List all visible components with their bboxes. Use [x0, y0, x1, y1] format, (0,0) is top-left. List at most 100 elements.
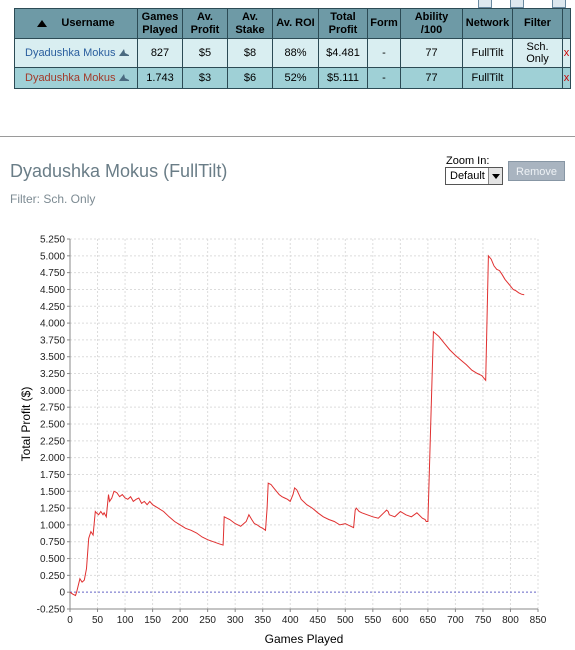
- chevron-down-icon[interactable]: [488, 168, 502, 184]
- games-played-cell: 1.743: [137, 67, 183, 89]
- total-profit-cell: $5.111: [318, 67, 368, 89]
- col-av-profit[interactable]: Av. Profit: [182, 8, 228, 39]
- total-profit-cell: $4.481: [318, 38, 368, 68]
- col-form[interactable]: Form: [367, 8, 401, 39]
- y-tick-label: 1.000: [40, 520, 65, 531]
- filter-cell: [512, 67, 563, 89]
- username-cell[interactable]: Dyadushka Mokus: [14, 38, 138, 68]
- username-link[interactable]: Dyadushka Mokus: [25, 72, 116, 84]
- username-cell[interactable]: Dyadushka Mokus: [14, 67, 138, 89]
- network-cell: FullTilt: [462, 67, 513, 89]
- x-tick-label: 150: [144, 615, 161, 626]
- y-tick-label: 3.000: [40, 386, 65, 397]
- filter-label: Filter: Sch. Only: [10, 192, 96, 206]
- form-cell: -: [367, 38, 401, 68]
- profit-chart: 5.250 5.000 4.750 4.500 4.250 4.000 3.750 3.500…: [19, 235, 547, 647]
- av-profit-cell: $5: [182, 38, 228, 68]
- col-av-stake[interactable]: Av. Stake: [227, 8, 273, 39]
- username-link[interactable]: Dyadushka Mokus: [25, 47, 116, 59]
- y-tick-label: 4.500: [40, 285, 65, 296]
- av-stake-cell: $8: [227, 38, 273, 68]
- y-tick-label: 4.250: [40, 302, 65, 313]
- col-av-roi[interactable]: Av. ROI: [272, 8, 319, 39]
- y-tick-label: 4.750: [40, 268, 65, 279]
- col-games-played[interactable]: Games Played: [137, 8, 183, 39]
- y-tick-label: 0.500: [40, 554, 65, 565]
- x-tick-label: 300: [227, 615, 244, 626]
- y-tick-label: 0.250: [40, 571, 65, 582]
- y-tick-label: 0: [59, 588, 65, 599]
- x-tick-label: 500: [337, 615, 354, 626]
- x-tick-label: 450: [309, 615, 326, 626]
- page-title: Dyadushka Mokus (FullTilt): [10, 161, 228, 181]
- sort-up-arrow-icon[interactable]: [37, 19, 48, 27]
- y-tick-label: 3.500: [40, 352, 65, 363]
- x-tick-label: 850: [530, 615, 547, 626]
- y-axis-label: Total Profit ($): [19, 387, 33, 462]
- col-remove: [562, 8, 571, 39]
- x-axis-label: Games Played: [265, 632, 344, 646]
- x-axis-ticks: 0 50 100 150 200 250 300 350 400 450 500 550 600 650 7…: [67, 609, 547, 626]
- shark-icon: [118, 49, 129, 57]
- x-tick-label: 400: [282, 615, 299, 626]
- y-tick-label: 2.250: [40, 436, 65, 447]
- y-tick-label: 2.500: [40, 420, 65, 431]
- table-row[interactable]: Dyadushka Mokus 1.743 $3 $6 52% $5.111 -…: [14, 67, 571, 89]
- col-total-profit[interactable]: Total Profit: [318, 8, 368, 39]
- y-tick-label: 1.750: [40, 470, 65, 481]
- series-line-profit: [69, 254, 525, 597]
- y-tick-label: 5.000: [40, 251, 65, 262]
- print-icon[interactable]: [510, 0, 524, 8]
- x-tick-label: 250: [199, 615, 216, 626]
- x-tick-label: 350: [254, 615, 271, 626]
- x-tick-label: 600: [392, 615, 409, 626]
- filter-cell: Sch. Only: [512, 38, 563, 68]
- zoom-select[interactable]: Default: [445, 167, 503, 185]
- x-tick-label: 0: [67, 615, 73, 626]
- remove-button[interactable]: Remove: [508, 161, 565, 181]
- x-tick-label: 750: [475, 615, 492, 626]
- x-tick-label: 200: [172, 615, 189, 626]
- col-ability[interactable]: Ability /100: [400, 8, 463, 39]
- y-tick-label: 3.750: [40, 335, 65, 346]
- x-tick-label: 550: [364, 615, 381, 626]
- ability-cell: 77: [400, 67, 463, 89]
- y-tick-label: 2.750: [40, 403, 65, 414]
- av-profit-cell: $3: [182, 67, 228, 89]
- y-tick-label: 1.500: [40, 487, 65, 498]
- y-tick-label: 5.250: [40, 235, 65, 246]
- shark-icon: [118, 74, 129, 82]
- remove-row-button[interactable]: x: [562, 38, 571, 68]
- zoom-label: Zoom In:: [446, 155, 490, 167]
- av-roi-cell: 88%: [272, 38, 319, 68]
- remove-row-button[interactable]: x: [562, 67, 571, 89]
- y-tick-label: 0.750: [40, 537, 65, 548]
- y-tick-label: 1.250: [40, 504, 65, 515]
- games-played-cell: 827: [137, 38, 183, 68]
- col-network[interactable]: Network: [462, 8, 513, 39]
- col-username[interactable]: Username: [14, 8, 138, 39]
- refresh-icon[interactable]: [552, 0, 566, 8]
- y-tick-label: 4.000: [40, 319, 65, 330]
- export-icon[interactable]: [478, 0, 492, 8]
- y-axis-ticks: 5.250 5.000 4.750 4.500 4.250 4.000 3.750 3.500…: [37, 235, 70, 616]
- y-tick-label: -0.250: [37, 605, 66, 616]
- col-filter[interactable]: Filter: [512, 8, 563, 39]
- table-row[interactable]: Dyadushka Mokus 827 $5 $8 88% $4.481 - 7…: [14, 38, 571, 68]
- form-cell: -: [367, 67, 401, 89]
- table-header-row: Username Games Played Av. Profit Av. Stake …: [14, 8, 571, 39]
- av-roi-cell: 52%: [272, 67, 319, 89]
- y-tick-label: 3.250: [40, 369, 65, 380]
- network-cell: FullTilt: [462, 38, 513, 68]
- av-stake-cell: $6: [227, 67, 273, 89]
- x-tick-label: 800: [502, 615, 519, 626]
- ability-cell: 77: [400, 38, 463, 68]
- y-tick-label: 2.000: [40, 453, 65, 464]
- zoom-selected-value: Default: [450, 170, 485, 182]
- x-tick-label: 650: [420, 615, 437, 626]
- x-tick-label: 700: [447, 615, 464, 626]
- player-stats-table: Username Games Played Av. Profit Av. Stake …: [14, 8, 571, 89]
- section-divider: [0, 136, 575, 137]
- x-tick-label: 100: [117, 615, 134, 626]
- toolbar-icons: [470, 0, 575, 8]
